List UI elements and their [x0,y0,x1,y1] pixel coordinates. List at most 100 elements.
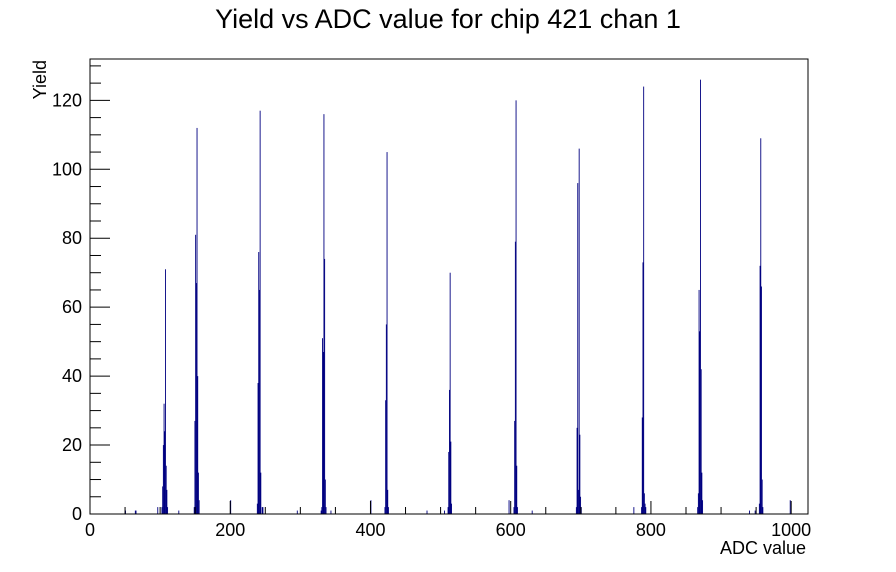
histogram-bin-26 [258,289,260,514]
histogram-bars [125,79,791,515]
histogram-bin-25 [258,252,260,514]
histogram-bin-85 [700,369,702,514]
y-tick-label: 80 [62,228,82,248]
histogram-bin-68 [578,148,580,514]
histogram-bin-61 [516,465,518,514]
histogram-bin-90 [758,503,760,514]
histogram-bin-63 [531,510,533,514]
histogram-bin-40 [330,510,332,514]
y-tick-label: 100 [52,159,82,179]
histogram-bin-17 [195,283,197,514]
histogram-bin-60 [515,100,517,515]
histogram-bin-55 [451,503,452,514]
histogram-bin-27 [259,110,261,514]
y-tick-label: 60 [62,297,82,317]
histogram-bin-59 [514,241,516,514]
histogram-bin-83 [699,331,701,514]
histogram-bin-52 [449,389,450,514]
histogram-bin-20 [197,472,199,514]
histogram-bin-8 [164,431,166,514]
histogram-bin-39 [325,507,327,514]
y-axis-label: Yield [30,60,50,99]
histogram-bin-24 [257,383,259,514]
histogram-bin-74 [641,417,643,514]
chart-title: Yield vs ADC value for chip 421 chan 1 [215,4,681,34]
histogram-bin-3 [157,507,159,514]
histogram-bin-70 [580,496,582,514]
histogram-bin-2 [135,510,137,514]
y-axis: 0 20 40 60 80 100 120 [52,65,110,524]
histogram-bin-76 [643,86,645,514]
histogram-bin-42 [384,507,386,514]
histogram-bin-78 [644,503,646,514]
histogram-bin-66 [577,183,579,514]
histogram-bin-65 [576,427,578,514]
histogram-bin-30 [262,507,264,514]
histogram-bin-11 [166,489,168,514]
histogram-bin-56 [508,500,510,514]
histogram-bin-48 [426,510,428,514]
x-tick-label: 0 [85,520,95,540]
histogram-bin-95 [762,507,764,514]
x-tick-label: 200 [215,520,245,540]
histogram-bin-93 [761,286,762,514]
histogram-bin-37 [324,258,326,514]
histogram-bin-14 [193,507,195,514]
histogram-bin-44 [385,324,387,514]
histogram-bin-79 [645,507,647,514]
histogram-bin-77 [643,493,645,514]
histogram-bin-34 [322,338,323,514]
y-tick-label: 0 [72,504,82,524]
x-tick-label: 600 [496,520,526,540]
histogram-bin-32 [320,510,322,514]
histogram-bin-29 [261,507,263,514]
histogram-bin-35 [322,351,324,514]
histogram-bin-50 [447,507,449,514]
y-tick-label: 40 [62,366,82,386]
histogram-bin-16 [195,234,197,515]
histogram-bin-69 [579,434,581,514]
histogram-bin-6 [162,445,164,514]
histogram-bin-80 [697,507,699,514]
x-tick-label: 1000 [771,520,811,540]
histogram-bin-13 [178,510,180,514]
plot-frame [89,58,809,515]
histogram-bin-67 [578,489,579,514]
histogram-bin-21 [198,500,200,514]
histogram-bin-31 [296,510,298,514]
histogram-bin-38 [324,479,326,514]
histogram-bin-10 [165,465,167,514]
histogram-bin-43 [385,400,387,514]
x-axis-label: ADC value [720,538,806,558]
histogram-bin-64 [575,507,577,514]
histogram-bin-23 [256,503,258,514]
histogram-bin-51 [448,451,450,514]
histogram-bin-94 [761,479,763,514]
histogram-bin-15 [194,420,196,514]
histogram-bin-5 [162,486,164,514]
histogram-bin-28 [260,472,262,514]
x-tick-label: 800 [636,520,666,540]
y-tick-label: 20 [62,435,82,455]
histogram-bin-12 [167,507,169,514]
histogram-bin-92 [760,138,762,514]
histogram-bin-54 [450,441,452,514]
histogram-bin-88 [749,510,750,514]
histogram-bin-62 [517,507,518,514]
histogram-bin-18 [196,127,198,514]
histogram-bin-91 [759,265,761,514]
histogram-bin-7 [163,403,165,514]
histogram-bin-73 [641,507,643,514]
histogram-bin-58 [514,420,516,514]
histogram-bin-86 [701,472,703,514]
x-tick-label: 400 [355,520,385,540]
histogram-bin-33 [321,507,323,514]
histogram-bin-36 [323,114,325,515]
histogram-bin-96 [789,500,791,514]
histogram-bin-4 [161,507,163,514]
histogram-bin-19 [197,376,199,514]
histogram-bin-84 [700,79,701,515]
histogram-bin-57 [513,507,515,514]
